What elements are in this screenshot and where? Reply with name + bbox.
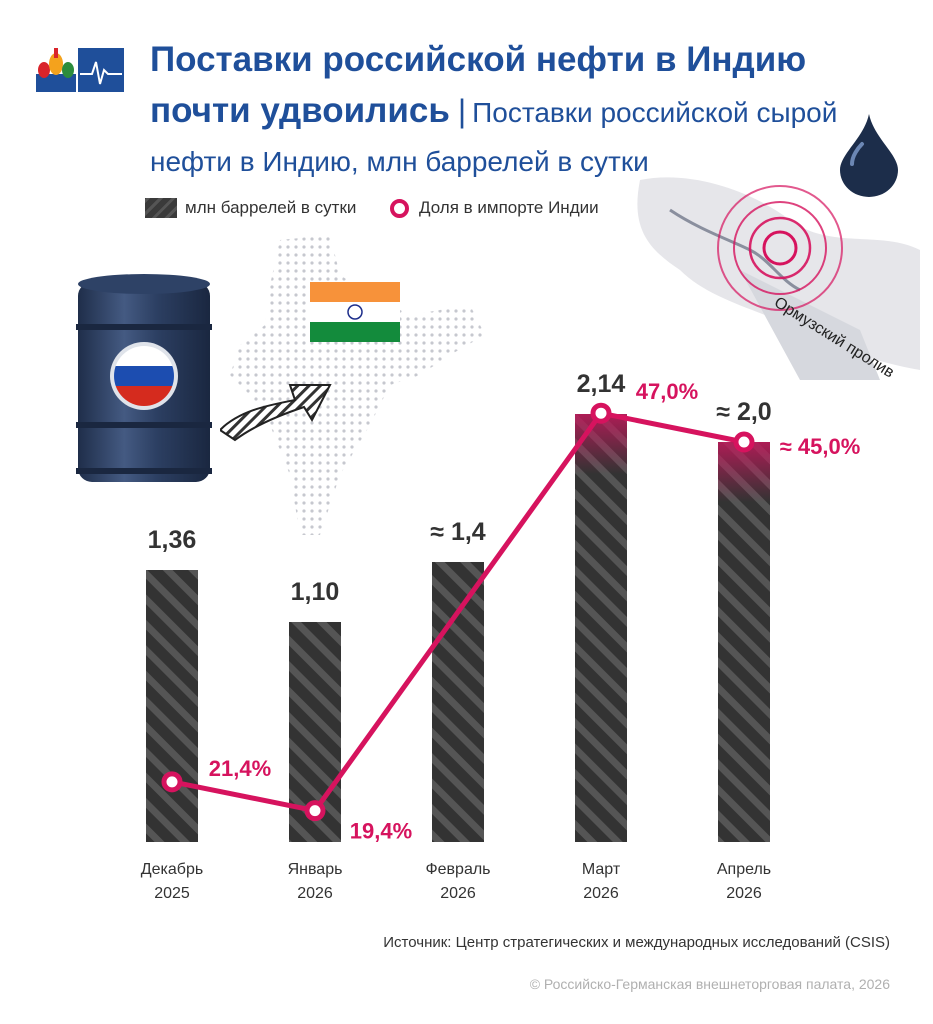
title-main: Поставки российской нефти в Индию почти … xyxy=(150,40,807,130)
bar-highlight-3 xyxy=(575,414,627,474)
share-label-0: 21,4% xyxy=(209,756,271,781)
chart-title: Поставки российской нефти в Индию почти … xyxy=(150,38,910,189)
bar-value-label-4: ≈ 2,0 xyxy=(716,398,771,426)
bar-value-label-0: 1,36 xyxy=(148,526,197,554)
category-label-1-1: 2026 xyxy=(297,885,333,902)
category-label-1-0: Январь xyxy=(288,861,343,878)
legend-bar-swatch xyxy=(145,198,177,218)
share-line xyxy=(171,410,745,814)
oil-drop-icon xyxy=(840,114,898,197)
category-label-2-0: Февраль xyxy=(425,861,490,878)
chamber-logo xyxy=(32,44,126,96)
category-label-0-0: Декабрь xyxy=(141,861,203,878)
bar-4 xyxy=(718,442,770,842)
bar-2 xyxy=(432,562,484,842)
share-label-3: 47,0% xyxy=(636,379,698,404)
category-label-2-1: 2026 xyxy=(440,885,476,902)
hormuz-map xyxy=(637,177,920,380)
category-label-3-1: 2026 xyxy=(583,885,619,902)
share-point-0 xyxy=(161,771,183,793)
category-label-4-1: 2026 xyxy=(726,885,762,902)
source-note: Источник: Центр стратегических и междуна… xyxy=(383,934,890,951)
legend-line-marker xyxy=(390,198,409,218)
india-map xyxy=(220,235,485,535)
share-label-1: 19,4% xyxy=(350,819,412,844)
bar-0 xyxy=(146,570,198,842)
title-subtitle: Поставки российской сырой нефти в Индию,… xyxy=(150,97,838,177)
legend-line: Доля в импорте Индии xyxy=(390,198,599,218)
bar-3 xyxy=(575,414,627,842)
bar-value-label-2: ≈ 1,4 xyxy=(430,518,486,546)
category-label-4-0: Апрель xyxy=(717,861,771,878)
share-point-3 xyxy=(590,402,612,424)
legend-bars: млн баррелей в сутки xyxy=(145,198,356,218)
title-separator: | xyxy=(457,93,467,129)
copyright: © Российско-Германская внешнеторговая па… xyxy=(529,976,890,992)
share-point-4 xyxy=(733,431,755,453)
category-label-0-1: 2025 xyxy=(154,885,190,902)
legend-bars-label: млн баррелей в сутки xyxy=(185,198,357,217)
bar-value-label-3: 2,14 xyxy=(577,370,626,398)
category-label-3-0: Март xyxy=(582,861,621,878)
bar-value-label-1: 1,10 xyxy=(291,578,340,606)
share-point-1 xyxy=(304,800,326,822)
legend-line-label: Доля в импорте Индии xyxy=(419,198,599,217)
oil-barrel-icon xyxy=(76,274,212,482)
share-label-4: ≈ 45,0% xyxy=(780,434,861,459)
